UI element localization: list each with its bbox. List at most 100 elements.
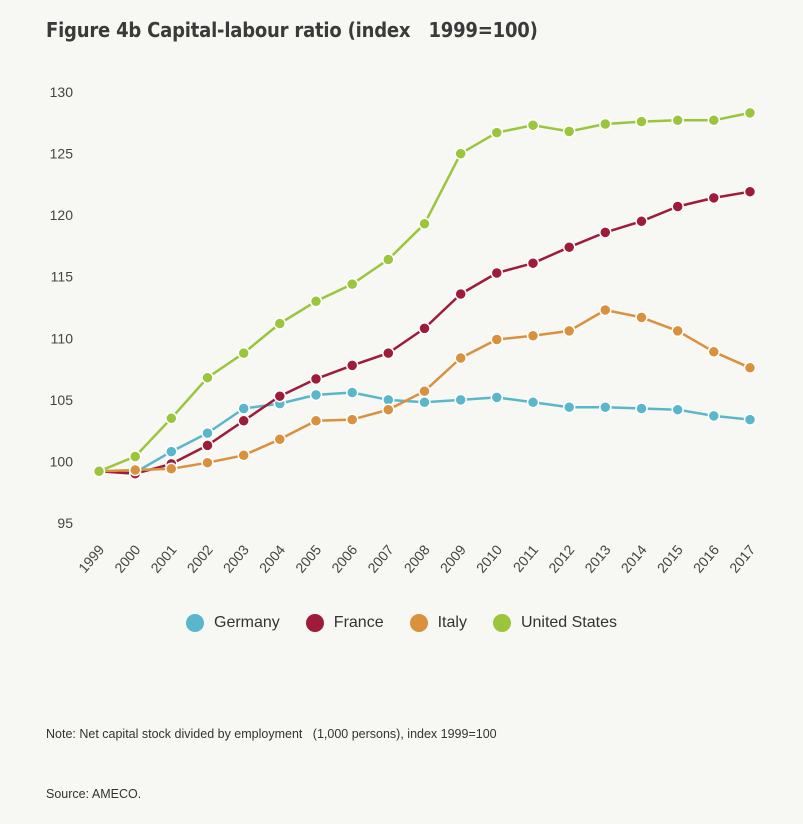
data-point-united-states[interactable] [635, 115, 648, 128]
note-text: Note: Net capital stock divided by emplo… [46, 727, 497, 741]
data-point-italy[interactable] [128, 463, 142, 477]
data-point-italy[interactable] [418, 384, 431, 398]
y-tick-label: 95 [57, 515, 73, 531]
legend-label-germany: Germany [214, 614, 280, 631]
data-point-france[interactable] [237, 414, 250, 428]
x-tick-label: 2007 [364, 541, 396, 575]
x-tick-label: 2013 [581, 541, 613, 575]
data-point-italy[interactable] [635, 311, 648, 324]
data-point-italy[interactable] [273, 433, 287, 446]
data-point-united-states[interactable] [671, 114, 684, 127]
x-tick-label: 2010 [473, 541, 505, 575]
data-point-germany[interactable] [490, 391, 504, 404]
data-point-united-states[interactable] [562, 125, 576, 138]
data-point-france[interactable] [599, 226, 612, 239]
legend-swatch-italy [409, 614, 428, 632]
data-point-united-states[interactable] [92, 465, 106, 478]
data-point-italy[interactable] [490, 333, 504, 346]
chart-title: Figure 4b Capital-labour ratio (index 19… [46, 18, 538, 42]
x-tick-label: 2017 [726, 541, 758, 575]
x-tick-label: 2012 [545, 541, 577, 575]
data-point-germany[interactable] [526, 396, 540, 409]
data-point-germany[interactable] [237, 402, 250, 415]
x-tick-label: 2003 [220, 541, 252, 575]
data-point-united-states[interactable] [165, 412, 178, 425]
data-point-france[interactable] [743, 185, 757, 198]
data-point-italy[interactable] [201, 456, 214, 469]
data-point-germany[interactable] [418, 396, 431, 409]
data-point-italy[interactable] [165, 462, 178, 476]
data-point-italy[interactable] [454, 351, 467, 365]
data-point-france[interactable] [201, 439, 214, 452]
data-point-united-states[interactable] [526, 118, 540, 132]
data-point-united-states[interactable] [382, 253, 395, 266]
data-point-germany[interactable] [743, 413, 757, 426]
data-point-france[interactable] [490, 266, 504, 280]
y-tick-label: 110 [51, 330, 74, 346]
y-tick-label: 100 [50, 453, 74, 469]
data-point-united-states[interactable] [237, 346, 250, 360]
data-point-italy[interactable] [237, 449, 250, 462]
x-tick-label: 2015 [654, 541, 686, 575]
data-point-united-states[interactable] [599, 117, 612, 131]
data-point-france[interactable] [707, 191, 721, 205]
data-point-italy[interactable] [345, 413, 359, 426]
data-point-france[interactable] [345, 359, 359, 372]
data-point-france[interactable] [671, 200, 684, 213]
data-point-united-states[interactable] [454, 147, 467, 160]
x-tick-label: 2006 [328, 541, 360, 575]
source-text: Source: AMECO. [46, 787, 142, 801]
data-point-germany[interactable] [345, 386, 359, 399]
data-point-france[interactable] [309, 372, 323, 386]
data-point-france[interactable] [526, 256, 540, 270]
data-point-italy[interactable] [599, 303, 612, 317]
legend-item-france[interactable]: France [305, 614, 384, 632]
data-point-italy[interactable] [671, 324, 684, 338]
data-point-italy[interactable] [743, 361, 757, 375]
data-point-united-states[interactable] [345, 277, 359, 291]
data-point-united-states[interactable] [128, 450, 142, 463]
data-point-italy[interactable] [309, 414, 323, 428]
data-point-italy[interactable] [562, 324, 576, 338]
data-point-italy[interactable] [707, 345, 721, 359]
data-point-united-states[interactable] [201, 371, 214, 384]
data-point-italy[interactable] [526, 329, 540, 343]
legend-item-germany[interactable]: Germany [186, 614, 280, 632]
y-tick-label: 125 [50, 146, 74, 162]
legend-item-united-states[interactable]: United States [492, 614, 617, 632]
data-point-united-states[interactable] [707, 114, 721, 127]
data-point-italy[interactable] [382, 403, 395, 416]
data-point-france[interactable] [273, 389, 287, 403]
x-tick-label: 2009 [437, 541, 469, 575]
data-point-germany[interactable] [201, 426, 214, 440]
legend-swatch-germany [186, 614, 204, 632]
data-point-france[interactable] [454, 287, 467, 301]
data-point-united-states[interactable] [273, 317, 287, 330]
data-point-germany[interactable] [165, 445, 178, 458]
data-point-germany[interactable] [635, 402, 648, 415]
y-axis: 95 100 105 110 115 120 125 130 [50, 84, 74, 531]
data-point-united-states[interactable] [743, 106, 757, 120]
legend-label-united-states: United States [520, 614, 617, 631]
x-tick-label: 2016 [690, 541, 722, 575]
legend-item-italy[interactable]: Italy [409, 614, 467, 632]
x-tick-label: 2002 [184, 541, 216, 575]
data-point-germany[interactable] [671, 403, 684, 416]
y-tick-label: 105 [50, 392, 74, 408]
data-point-france[interactable] [418, 322, 431, 335]
data-point-france[interactable] [562, 240, 576, 254]
series-united-states [92, 106, 757, 478]
x-axis: 1999 2000 2001 2002 2003 2004 2005 2006 2007 2008… [75, 541, 758, 575]
data-point-germany[interactable] [309, 388, 323, 402]
data-point-france[interactable] [635, 215, 648, 228]
data-point-united-states[interactable] [490, 126, 504, 139]
data-point-germany[interactable] [599, 400, 612, 414]
data-point-germany[interactable] [707, 409, 721, 423]
data-point-united-states[interactable] [309, 295, 323, 308]
data-point-germany[interactable] [562, 400, 576, 414]
x-tick-label: 2014 [618, 541, 650, 575]
data-point-germany[interactable] [454, 393, 467, 407]
y-tick-label: 120 [50, 207, 74, 223]
data-point-france[interactable] [382, 346, 395, 360]
data-point-united-states[interactable] [418, 217, 431, 231]
